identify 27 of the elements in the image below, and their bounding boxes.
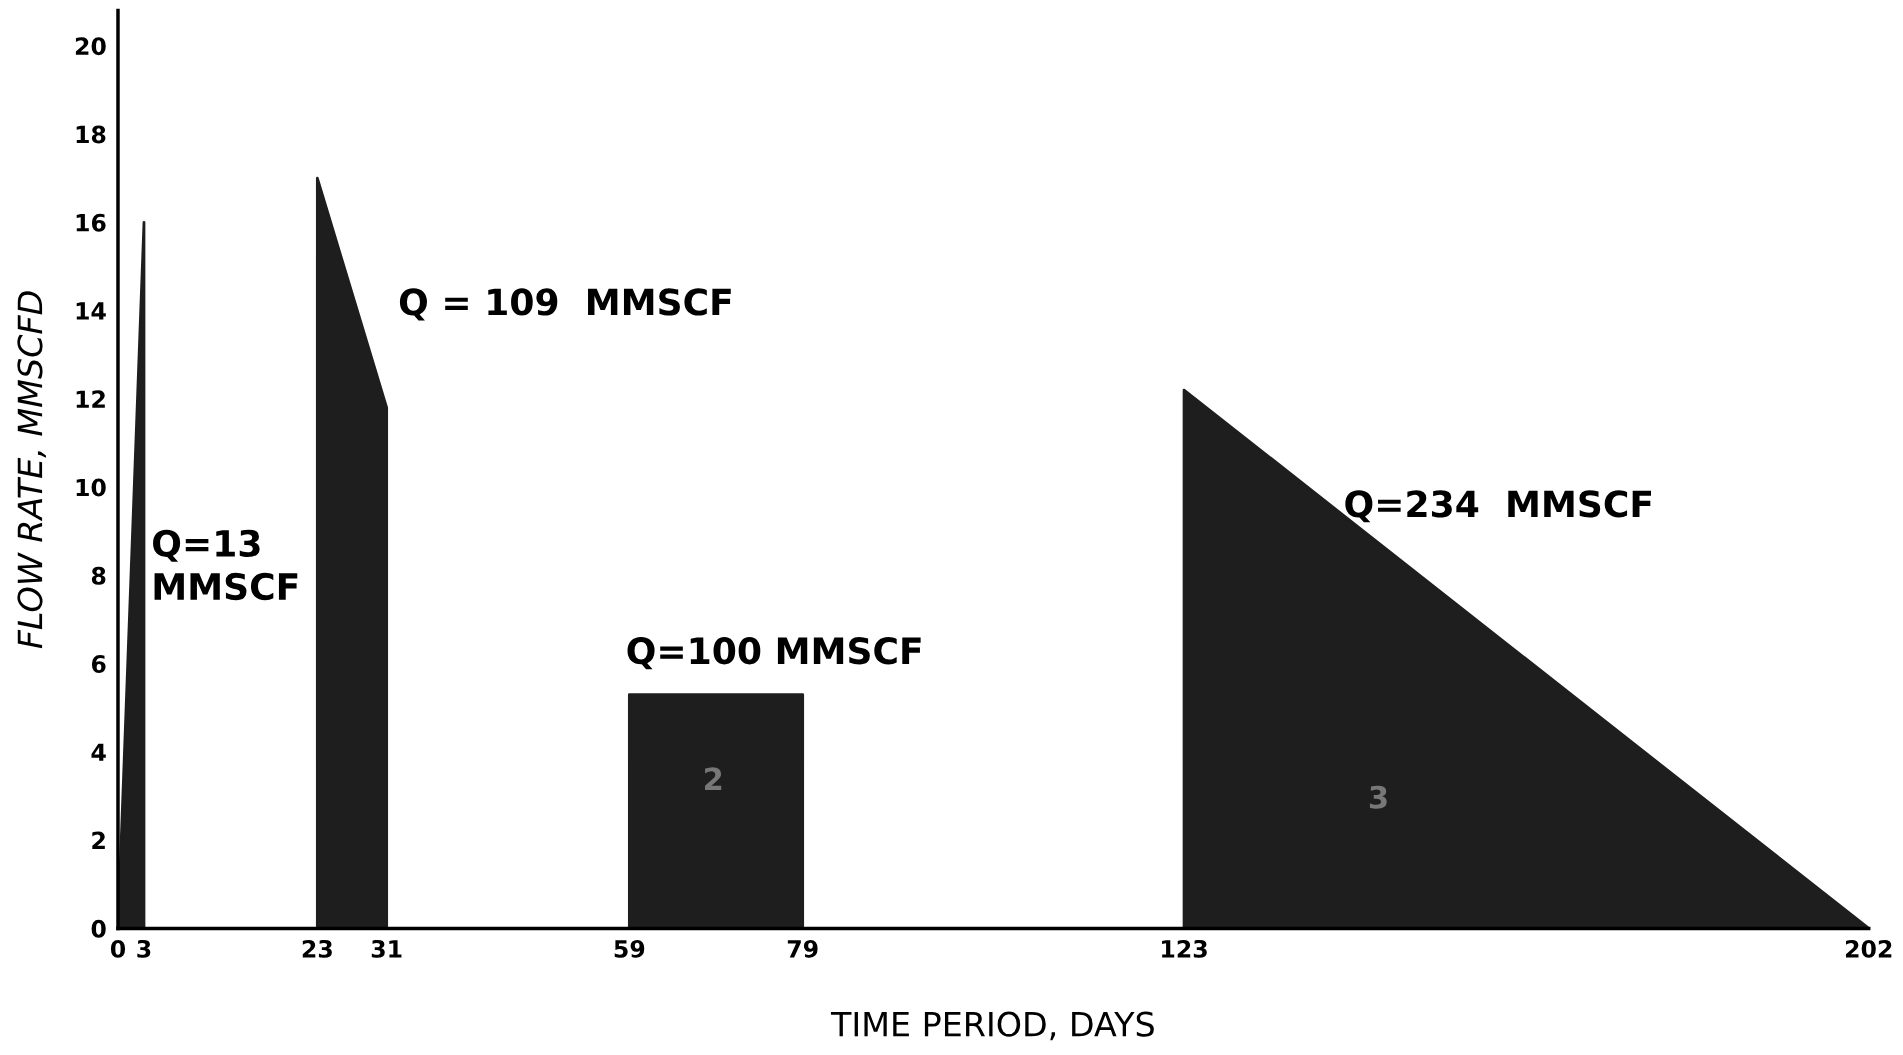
y-tick-label: 8: [91, 566, 106, 585]
x-tick-label: 123: [1162, 939, 1207, 958]
x-tick-label: 202: [1845, 939, 1892, 958]
x-tick-label: 0: [110, 939, 126, 958]
x-tick-label: 3: [137, 939, 151, 958]
annotation: Q = 109 MMSCF: [399, 288, 731, 321]
annotation: 2: [705, 767, 722, 790]
y-tick-label: 18: [76, 125, 106, 144]
y-axis-title: FLOW RATE, MMSCFD: [17, 291, 46, 649]
annotation: Q=13 MMSCF: [153, 529, 298, 601]
x-tick-label: 23: [302, 939, 332, 958]
y-tick-label: 0: [91, 919, 106, 938]
annotation: 3: [1369, 785, 1387, 809]
y-tick-label: 4: [91, 743, 106, 761]
y-tick-label: 20: [75, 37, 106, 56]
x-axis-title: TIME PERIOD, DAYS: [830, 1011, 1154, 1041]
annotation: Q=100 MMSCF: [627, 637, 921, 670]
y-tick-label: 2: [92, 831, 105, 850]
x-tick-label: 59: [614, 939, 645, 958]
y-tick-label: 10: [76, 478, 106, 497]
x-tick-label: 31: [371, 939, 402, 958]
x-tick-label: 79: [787, 939, 818, 958]
y-tick-label: 14: [76, 302, 106, 320]
y-tick-label: 6: [91, 655, 106, 673]
y-tick-label: 16: [76, 213, 106, 232]
y-tick-label: 12: [76, 390, 105, 408]
annotation: Q=234 MMSCF: [1345, 490, 1652, 523]
